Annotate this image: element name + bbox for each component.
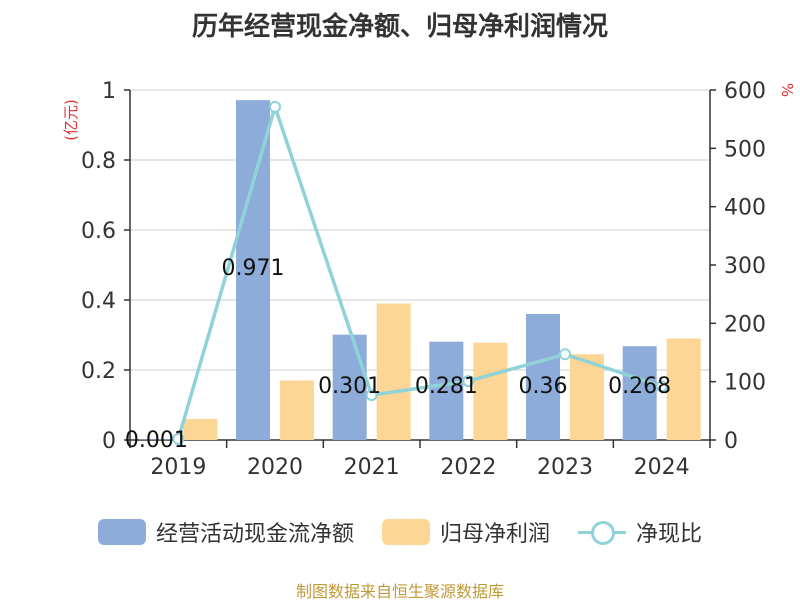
data-label-cashflow: 0.001 (125, 428, 188, 453)
right-axis-tick-label: 600 (724, 79, 766, 104)
left-axis-tick-label: 0.4 (81, 289, 116, 314)
legend-label-cashflow: 经营活动现金流净额 (156, 516, 354, 548)
source-note: 制图数据来自恒生聚源数据库 (0, 578, 800, 602)
legend-swatch-cashflow (98, 519, 146, 545)
left-axis-unit: (亿元) (62, 99, 80, 141)
bar-net-profit (667, 339, 701, 441)
left-axis-tick-label: 0.2 (81, 359, 116, 384)
x-axis-tick-label: 2021 (344, 455, 400, 480)
x-axis-tick-label: 2024 (634, 455, 690, 480)
legend-label-cash-ratio: 净现比 (636, 516, 702, 548)
x-axis-tick-label: 2023 (537, 455, 593, 480)
right-axis-tick-label: 200 (724, 312, 766, 337)
x-axis-tick-label: 2020 (247, 455, 303, 480)
legend-item-cash-ratio[interactable]: 净现比 (578, 516, 702, 548)
left-axis-tick-label: 1 (102, 79, 116, 104)
data-label-cashflow: 0.268 (608, 374, 671, 399)
x-axis-tick-label: 2022 (440, 455, 496, 480)
point-cash-ratio (560, 349, 570, 359)
left-axis-tick-label: 0.6 (81, 219, 116, 244)
right-axis-tick-label: 500 (724, 137, 766, 162)
bar-net-profit (473, 343, 507, 440)
data-label-cashflow: 0.36 (519, 374, 568, 399)
legend-label-net-profit: 归母净利润 (440, 516, 550, 548)
legend-item-net-profit[interactable]: 归母净利润 (382, 516, 550, 548)
left-axis-tick-label: 0 (102, 429, 116, 454)
right-axis-unit: % (778, 83, 796, 97)
right-axis-tick-label: 0 (724, 429, 738, 454)
legend-item-cashflow[interactable]: 经营活动现金流净额 (98, 516, 354, 548)
bar-net-profit (377, 304, 411, 441)
legend: 经营活动现金流净额 归母净利润 净现比 (0, 516, 800, 548)
legend-line-marker-icon (578, 519, 626, 545)
right-axis-tick-label: 400 (724, 196, 766, 221)
bar-net-profit (183, 419, 217, 440)
legend-swatch-net-profit (382, 519, 430, 545)
x-axis-tick-label: 2019 (150, 455, 206, 480)
data-label-cashflow: 0.281 (415, 374, 478, 399)
bar-net-profit (280, 381, 314, 441)
data-label-cashflow: 0.971 (222, 256, 285, 281)
point-cash-ratio (270, 102, 280, 112)
right-axis-tick-label: 300 (724, 254, 766, 279)
right-axis-tick-label: 100 (724, 371, 766, 396)
data-label-cashflow: 0.301 (318, 374, 381, 399)
left-axis-tick-label: 0.8 (81, 149, 116, 174)
